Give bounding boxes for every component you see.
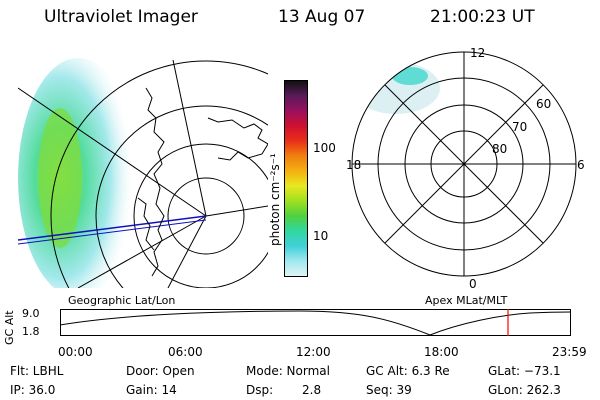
aurora-emission-band [352, 62, 440, 114]
terminator-line [18, 215, 207, 241]
mlt-label-12: 12 [470, 46, 486, 60]
longitude-line [18, 87, 207, 217]
longitude-line [172, 59, 207, 217]
observation-time: 21:00:23 UT [430, 7, 535, 27]
mlat-label-80: 80 [492, 142, 508, 156]
aurora-bright-region [38, 108, 82, 248]
longitude-line [77, 215, 207, 288]
altitude-timeline [60, 309, 572, 336]
info-gain: Gain: 14 [126, 383, 177, 397]
colorbar-tick-10: 10 [313, 229, 329, 243]
info-glon: GLon: 262.3 [488, 383, 561, 397]
colorbar-tick-100: 100 [313, 141, 336, 155]
timeline-xtick: 06:00 [168, 345, 203, 359]
colorbar [284, 80, 308, 277]
timeline-xtick: 12:00 [296, 345, 331, 359]
latitude-circle [50, 60, 268, 288]
mlat-label-70: 70 [512, 120, 528, 134]
info-glat: GLat: −73.1 [488, 364, 561, 378]
geographic-map [18, 58, 268, 288]
timeline-ytick-low: 1.8 [22, 325, 40, 338]
aurora-bright-region [392, 67, 428, 85]
coastline [137, 197, 155, 251]
info-filter: Flt: LBHL [10, 364, 64, 378]
latitude-circle [133, 143, 268, 288]
observation-date: 13 Aug 07 [278, 7, 366, 27]
coastline [207, 117, 268, 161]
mlt-label-6: 6 [577, 158, 585, 172]
info-gc-alt: GC Alt: 6.3 Re [366, 364, 450, 378]
timeline-ytick-high: 9.0 [22, 307, 40, 320]
timeline-ylabel: GC Alt [3, 310, 16, 345]
longitude-line [205, 205, 268, 217]
mlt-label-0: 0 [469, 277, 477, 291]
info-dsp-value: 2.8 [302, 383, 322, 397]
longitude-line [167, 215, 207, 288]
latitude-circle [95, 105, 268, 288]
timeline-frame [60, 309, 571, 336]
info-seq: Seq: 39 [366, 383, 412, 397]
info-ip: IP: 36.0 [10, 383, 56, 397]
apex-caption: Apex MLat/MLT [425, 294, 508, 307]
mlat-label-60: 60 [536, 97, 552, 111]
mlt-polar-plot [351, 51, 577, 277]
mlt-meridian [384, 84, 544, 244]
info-mode: Mode: Normal [246, 364, 330, 378]
timeline-xtick: 18:00 [424, 345, 459, 359]
instrument-title: Ultraviolet Imager [44, 7, 198, 27]
coastline [145, 87, 165, 277]
latitude-circle [167, 177, 245, 255]
terminator-line [18, 219, 207, 245]
info-dsp-label: Dsp: [246, 383, 274, 397]
colorbar-unit-label: photon cm⁻²s⁻¹ [268, 153, 282, 246]
mlt-label-18: 18 [346, 158, 362, 172]
altitude-curve [60, 310, 572, 336]
timeline-xtick: 23:59 [552, 345, 587, 359]
geographic-caption: Geographic Lat/Lon [68, 294, 176, 307]
timeline-xtick: 00:00 [58, 345, 93, 359]
info-door: Door: Open [126, 364, 195, 378]
